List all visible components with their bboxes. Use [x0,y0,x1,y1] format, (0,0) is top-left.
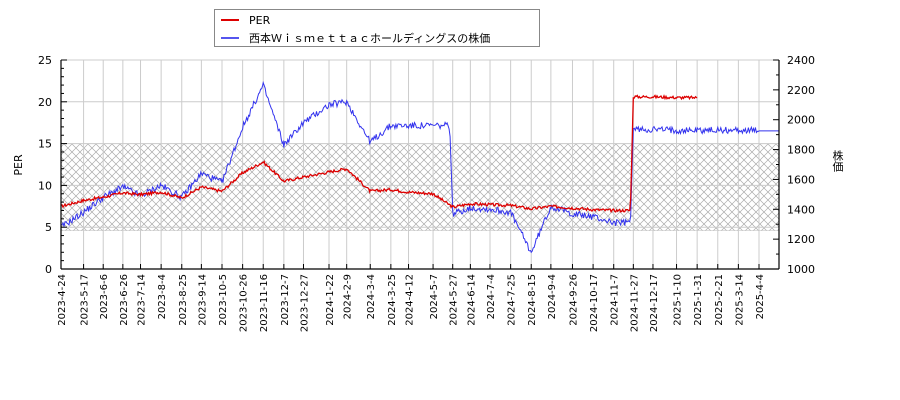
right-tick-label: 1200 [787,233,815,246]
right-axis-ticks: 1000 1200 1400 1600 1800 2000 2200 2400 [773,54,815,276]
right-tick-label: 1000 [787,263,815,276]
x-tick-label: 2025-2-21 [714,274,725,326]
right-tick-label: 1800 [787,144,815,157]
left-tick-label: 20 [38,96,52,109]
vertical-gridlines [60,60,760,269]
x-axis-ticks: 2023-4-24 2023-5-17 2023-6-6 2023-6-26 2023-… [57,264,766,332]
x-tick-label: 2024-5-7 [429,274,440,319]
x-tick-label: 2023-12-27 [299,274,310,332]
x-tick-label: 2023-12-7 [280,274,291,326]
x-tick-label: 2024-7-4 [486,274,497,319]
legend-label-price: 西本Ｗｉｓｍｅｔｔａｃホールディングスの株価 [249,32,491,45]
x-tick-label: 2024-3-4 [366,274,377,319]
x-tick-label: 2024-4-12 [405,274,416,326]
left-axis-title: PER [12,154,25,176]
x-tick-label: 2024-2-9 [343,274,354,319]
left-axis-ticks: 0 5 10 15 20 25 [38,54,67,276]
x-tick-label: 2025-1-10 [673,274,684,326]
x-tick-label: 2024-8-15 [527,274,538,326]
x-tick-label: 2024-12-17 [649,274,660,332]
shaded-band [60,143,780,231]
per-series-line [61,94,698,214]
x-tick-label: 2025-4-4 [755,274,766,319]
x-tick-label: 2023-6-6 [99,274,110,319]
x-tick-label: 2025-3-14 [734,274,745,326]
x-tick-label: 2023-10-5 [218,274,229,326]
right-tick-label: 1400 [787,203,815,216]
x-tick-label: 2024-5-27 [449,274,460,326]
x-tick-label: 2023-10-26 [239,274,250,332]
x-tick-label: 2024-11-7 [610,274,621,326]
x-tick-label: 2024-11-27 [629,274,640,332]
left-tick-label: 0 [45,263,52,276]
right-tick-label: 2400 [787,54,815,67]
x-tick-label: 2024-7-25 [507,274,518,326]
x-tick-label: 2025-1-31 [693,274,704,326]
x-tick-label: 2024-9-4 [547,274,558,319]
legend-item-price: 西本Ｗｉｓｍｅｔｔａｃホールディングスの株価 [221,30,490,46]
x-tick-label: 2024-1-22 [325,274,336,326]
x-tick-label: 2023-11-16 [259,274,270,332]
right-tick-label: 2200 [787,84,815,97]
left-tick-label: 25 [38,54,52,67]
x-tick-label: 2023-5-17 [80,274,91,326]
legend-item-per: PER [221,12,270,28]
price-swatch-icon [221,37,239,39]
x-tick-label: 2023-8-25 [178,274,189,326]
left-tick-label: 5 [45,221,52,234]
x-tick-label: 2024-9-26 [568,274,579,326]
x-tick-label: 2024-3-25 [387,274,398,326]
left-tick-label: 10 [38,179,52,192]
right-tick-label: 2000 [787,114,815,127]
left-tick-label: 15 [38,138,52,151]
legend: PER 西本Ｗｉｓｍｅｔｔａｃホールディングスの株価 [214,9,540,47]
x-tick-label: 2023-6-26 [119,274,130,326]
x-tick-label: 2024-10-17 [589,274,600,332]
right-tick-label: 1600 [787,173,815,186]
x-tick-label: 2023-8-4 [157,274,168,319]
x-tick-label: 2023-7-14 [137,274,148,326]
legend-label-per: PER [249,13,271,27]
x-tick-label: 2024-6-14 [466,274,477,326]
x-tick-label: 2023-9-14 [197,274,208,326]
x-tick-label: 2023-4-24 [57,274,68,326]
per-swatch-icon [221,19,239,21]
right-axis-title: 株価 [831,150,844,172]
